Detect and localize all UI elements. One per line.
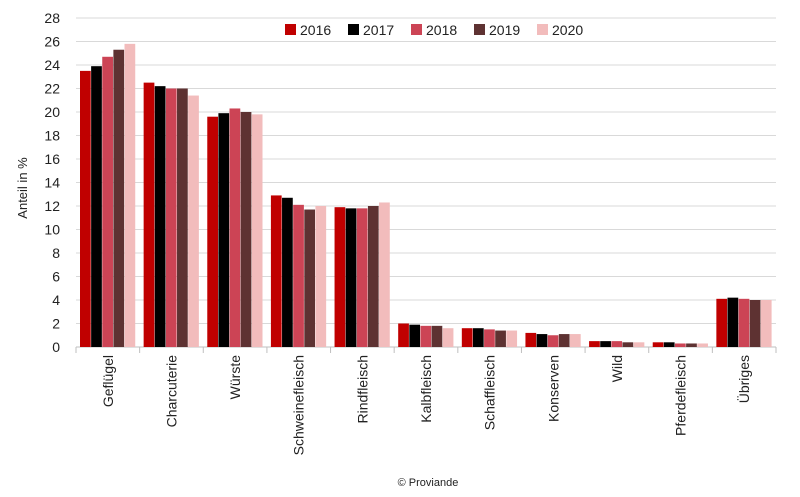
bars <box>80 43 772 348</box>
y-tick-label: 28 <box>44 10 60 26</box>
legend-swatch <box>285 24 296 35</box>
bar-2020 <box>251 114 263 347</box>
x-tick-label: Schweinefleisch <box>291 355 307 455</box>
y-axis-title: Anteil in % <box>15 157 30 219</box>
bar-2020 <box>315 206 327 347</box>
y-tick-label: 6 <box>52 269 60 285</box>
y-tick-label: 4 <box>52 292 60 308</box>
x-tick-label: Charcuterie <box>163 355 179 428</box>
bar-2016 <box>398 323 409 347</box>
bar-2018 <box>611 341 623 348</box>
bar-2018 <box>674 343 686 347</box>
bar-2018 <box>420 325 432 347</box>
bar-2019 <box>113 49 125 347</box>
y-tick-label: 14 <box>44 175 60 191</box>
bar-2018 <box>102 56 113 347</box>
y-tick-label: 20 <box>44 104 60 120</box>
x-tick-label: Kalbfleisch <box>418 355 434 423</box>
legend-label: 2020 <box>552 22 583 38</box>
bar-2019 <box>622 342 634 347</box>
y-tick-label: 26 <box>44 34 60 50</box>
bar-2020 <box>697 343 708 347</box>
x-tick-label: Wild <box>609 355 625 382</box>
bar-2018 <box>547 335 559 347</box>
bar-2020 <box>442 328 454 347</box>
bar-2019 <box>304 209 316 347</box>
bar-2019 <box>240 112 252 347</box>
bar-2019 <box>367 206 379 347</box>
bar-2017 <box>409 324 421 347</box>
bar-2017 <box>663 342 675 347</box>
x-tick-label: Rindfleisch <box>354 355 370 423</box>
bar-2019 <box>177 88 188 347</box>
legend-swatch <box>411 24 422 35</box>
bar-2016 <box>525 332 537 347</box>
bar-2018 <box>165 88 177 347</box>
bar-2017 <box>536 334 548 347</box>
bar-2020 <box>569 334 581 347</box>
bar-2018 <box>484 329 495 348</box>
credit-text: © Proviande <box>398 477 459 489</box>
bar-2017 <box>727 297 739 347</box>
y-tick-label: 10 <box>44 222 60 238</box>
bar-2019 <box>749 300 761 347</box>
y-tick-label: 24 <box>44 57 60 73</box>
bar-2019 <box>558 334 570 347</box>
y-tick-label: 2 <box>52 316 60 332</box>
x-tick-label: Übriges <box>735 355 752 403</box>
bar-2017 <box>282 197 293 347</box>
bar-2017 <box>154 86 166 348</box>
legend-swatch <box>474 24 485 35</box>
legend-swatch <box>537 24 548 35</box>
bar-2017 <box>218 113 230 348</box>
bar-2017 <box>600 341 611 348</box>
x-tick-label: Schaffleisch <box>482 355 498 430</box>
bar-2017 <box>345 208 357 347</box>
bar-2020 <box>379 202 390 347</box>
bar-2016 <box>589 341 600 348</box>
y-tick-label: 12 <box>44 198 60 214</box>
x-tick-label: Konserven <box>545 355 561 422</box>
bar-2018 <box>229 108 241 347</box>
y-tick-label: 22 <box>44 81 60 97</box>
bar-2019 <box>686 343 697 347</box>
bar-2016 <box>143 82 155 348</box>
bar-2016 <box>334 207 346 347</box>
bar-2016 <box>80 70 91 348</box>
bar-2017 <box>91 66 102 348</box>
bar-2018 <box>293 204 304 347</box>
x-tick-label: Würste <box>227 355 243 400</box>
bar-2019 <box>431 325 443 347</box>
bar-2016 <box>716 298 728 347</box>
legend-label: 2017 <box>363 22 394 38</box>
legend: 2016 2017 2018 2019 2020 <box>285 22 583 38</box>
bar-2019 <box>495 330 506 347</box>
bar-2017 <box>472 328 484 347</box>
bar-2018 <box>356 208 368 347</box>
bar-2018 <box>738 298 750 347</box>
bar-2020 <box>506 330 518 347</box>
bar-2016 <box>652 342 664 347</box>
legend-label: 2019 <box>489 22 520 38</box>
bar-2016 <box>461 328 473 347</box>
bar-2020 <box>188 95 199 347</box>
x-tick-label: Geflügel <box>100 355 116 407</box>
y-tick-label: 16 <box>44 151 60 167</box>
x-tick-label: Pferdefleisch <box>673 355 689 436</box>
bar-2020 <box>760 300 772 347</box>
bar-2020 <box>633 342 645 347</box>
bar-2020 <box>124 43 136 347</box>
y-tick-label: 18 <box>44 128 60 144</box>
legend-swatch <box>348 24 359 35</box>
y-tick-label: 8 <box>52 245 60 261</box>
y-tick-label: 0 <box>52 339 60 355</box>
x-axis-ticks: Geflügel Charcuterie Würste Schweinefleisch… <box>75 347 777 455</box>
legend-label: 2018 <box>426 22 457 38</box>
legend-label: 2016 <box>300 22 331 38</box>
bar-2016 <box>207 116 218 347</box>
bar-2016 <box>270 195 282 347</box>
